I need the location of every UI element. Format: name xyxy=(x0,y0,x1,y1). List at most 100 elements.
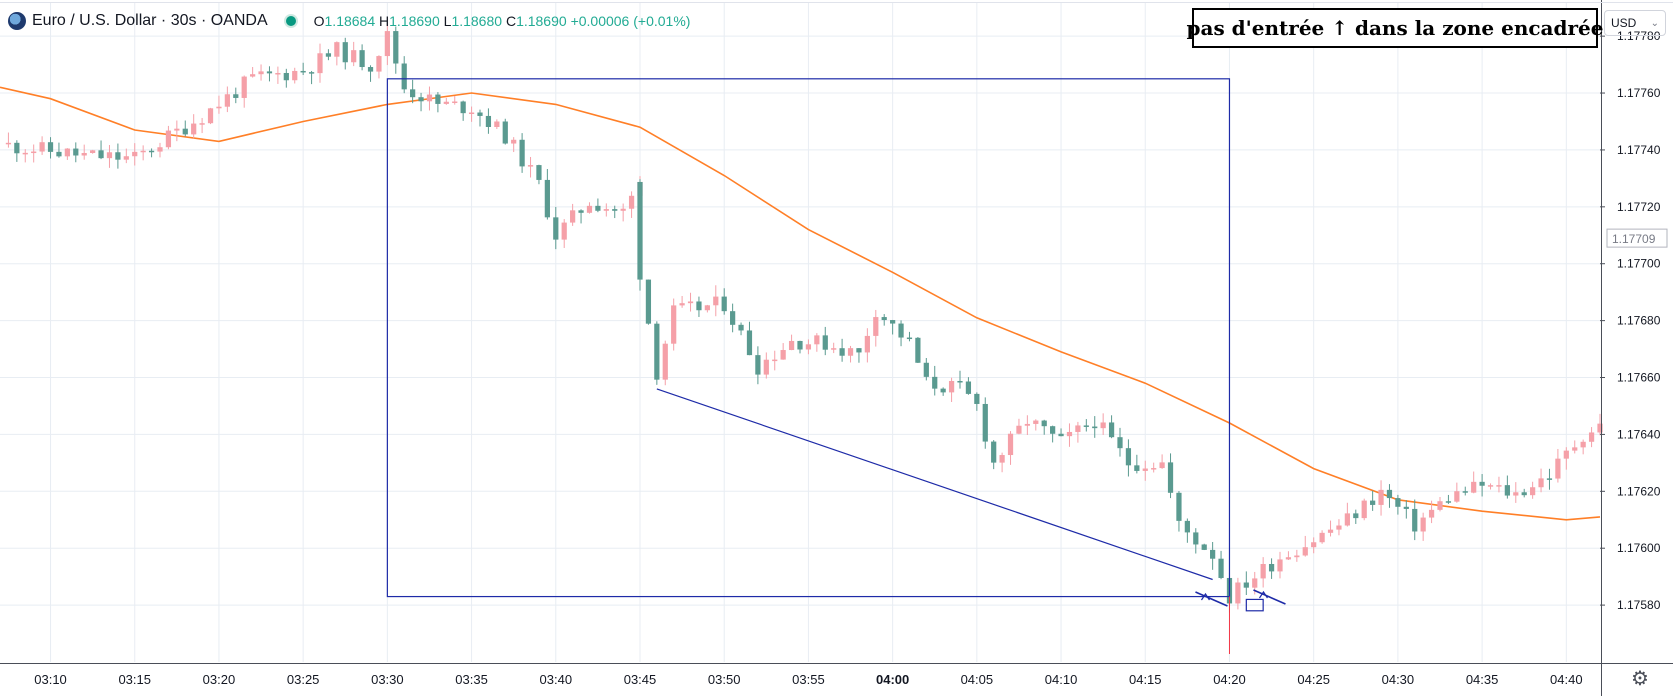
candle-body xyxy=(452,101,458,104)
candle-body xyxy=(1403,506,1409,509)
candle-body xyxy=(1184,520,1190,533)
candle-body xyxy=(148,150,155,153)
change-value: +0.00006 (+0.01%) xyxy=(570,13,691,29)
candle-body xyxy=(292,70,298,81)
time-tick-label: 03:20 xyxy=(203,672,236,687)
time-tick-label: 03:40 xyxy=(540,672,573,687)
candle-body xyxy=(1075,425,1081,432)
candle-body xyxy=(174,128,180,131)
candle-body xyxy=(39,142,45,152)
euro-dollar-flag-icon[interactable] xyxy=(8,12,26,30)
small-zone-box[interactable] xyxy=(1245,598,1264,612)
currency-label: USD xyxy=(1611,16,1637,30)
candle-body xyxy=(965,381,972,394)
zone-box[interactable] xyxy=(386,78,1231,598)
candle-body xyxy=(275,72,281,75)
candle-body xyxy=(1437,501,1443,510)
candle-body xyxy=(687,301,694,304)
candle-body xyxy=(300,70,306,73)
candle-body xyxy=(1007,433,1014,456)
candle-body xyxy=(1235,582,1241,604)
candle-body xyxy=(308,72,315,74)
symbol-title[interactable]: Euro / U.S. Dollar · 30s · OANDA xyxy=(32,12,268,29)
candle-body xyxy=(64,148,70,157)
time-tick-label: 04:15 xyxy=(1129,672,1162,687)
candle-body xyxy=(1252,578,1258,588)
candle-body xyxy=(241,76,247,98)
candle-body xyxy=(1521,492,1527,496)
arrow-marker xyxy=(1253,589,1286,605)
candle-body xyxy=(1504,485,1510,496)
price-axis[interactable]: 1.17780 1.17760 1.17740 1.17720 1.17700 1.176… xyxy=(1600,29,1668,612)
candle-body xyxy=(822,335,828,350)
open-value: 1.18684 xyxy=(324,13,376,29)
arrow-up-icon xyxy=(1258,590,1268,599)
time-tick-label: 04:05 xyxy=(961,672,994,687)
candle-body xyxy=(468,112,475,115)
candle-body xyxy=(367,67,374,72)
candle-body xyxy=(1092,426,1098,429)
time-tick-label: 03:30 xyxy=(371,672,404,687)
time-axis[interactable]: 03:10 03:15 03:20 03:25 03:30 03:35 03:40 03:45… xyxy=(34,672,1582,687)
candle-body xyxy=(1462,491,1468,493)
trend-line[interactable] xyxy=(656,388,1213,581)
candle-body xyxy=(1142,468,1148,471)
currency-selector[interactable]: USD ⌄ xyxy=(1604,10,1666,36)
candle-body xyxy=(1016,425,1022,434)
candle-body xyxy=(73,148,79,156)
candle-body xyxy=(637,181,643,280)
annotation-text-box[interactable]: pas d'entrée ↑ dans la zone encadrée xyxy=(1187,8,1604,48)
candle-body xyxy=(1563,450,1569,459)
price-tick-label: 1.17620 xyxy=(1617,484,1661,498)
candle-body xyxy=(586,205,593,213)
candle-body xyxy=(224,94,230,107)
candle-body xyxy=(662,343,668,380)
candle-body xyxy=(1218,558,1224,578)
open-label: O xyxy=(313,13,325,29)
candle-body xyxy=(1268,563,1275,572)
candle-body xyxy=(788,340,795,351)
time-tick-label: 03:50 xyxy=(708,672,741,687)
candle-body xyxy=(56,151,62,157)
candle-body xyxy=(553,217,559,240)
candle-body xyxy=(738,324,744,331)
price-tick-label: 1.17740 xyxy=(1617,143,1661,157)
candle-body xyxy=(22,152,28,155)
price-tick-label: 1.17700 xyxy=(1617,257,1661,271)
candle-body xyxy=(957,380,963,383)
candle-body xyxy=(1285,557,1292,560)
candle-body xyxy=(418,97,424,102)
candle-body xyxy=(359,50,365,68)
candle-body xyxy=(283,72,289,81)
candle-body xyxy=(1024,423,1030,426)
gear-icon[interactable]: ⚙ xyxy=(1631,668,1649,690)
candle-body xyxy=(410,89,416,98)
candle-body xyxy=(974,393,980,404)
candle-body xyxy=(1176,492,1182,521)
time-tick-label: 04:40 xyxy=(1550,672,1583,687)
time-tick-label: 04:10 xyxy=(1045,672,1078,687)
candle-body xyxy=(502,121,508,144)
last-price-tag xyxy=(1606,228,1668,248)
arrow-up-icon xyxy=(1200,592,1210,601)
candle-body xyxy=(1496,485,1502,487)
candle-body xyxy=(317,53,323,74)
candle-body xyxy=(890,320,896,324)
candle-body xyxy=(856,348,862,353)
candle-body xyxy=(1588,432,1595,442)
candle-body xyxy=(1167,462,1174,493)
candle-body xyxy=(191,123,197,135)
candle-body xyxy=(847,348,854,356)
price-tick-label: 1.17720 xyxy=(1617,200,1661,214)
candle-body xyxy=(763,359,769,375)
candle-body xyxy=(1033,420,1039,424)
candle-body xyxy=(5,142,12,145)
low-value: 1.18680 xyxy=(451,13,503,29)
close-label: C xyxy=(505,13,517,29)
candle-body xyxy=(1277,559,1283,572)
price-tick-label: 1.17600 xyxy=(1617,541,1661,555)
price-tick-label: 1.17780 xyxy=(1617,29,1661,43)
candle-body xyxy=(334,42,340,57)
candle-body xyxy=(31,151,37,154)
